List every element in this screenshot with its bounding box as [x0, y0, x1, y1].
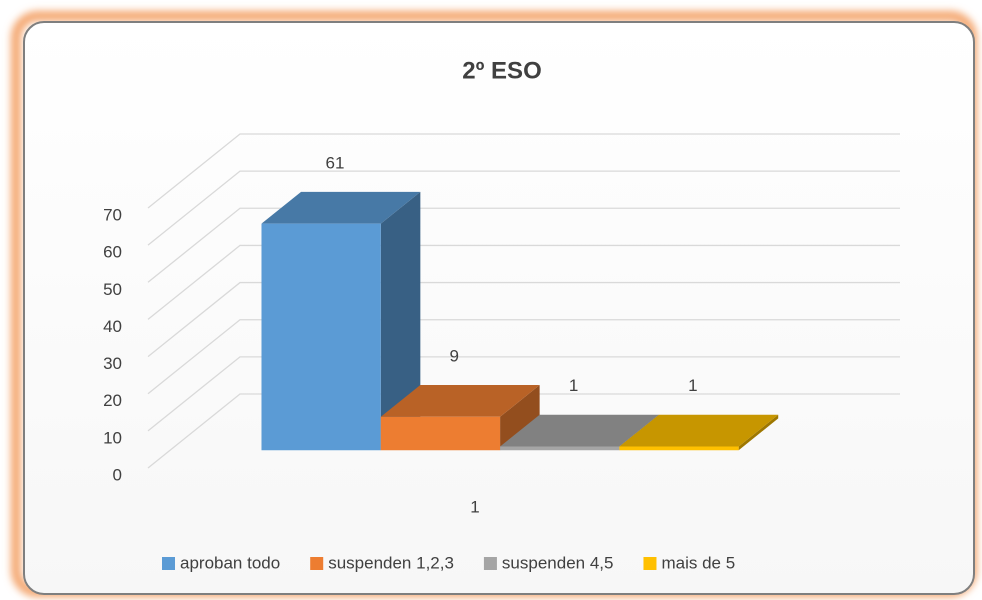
y-tick-label: 20	[103, 391, 122, 410]
grid-line	[147, 281, 900, 358]
legend-label: suspenden 1,2,3	[328, 553, 454, 572]
legend-label: mais de 5	[661, 553, 735, 572]
y-tick-label: 0	[113, 465, 122, 484]
y-tick-label: 10	[103, 428, 122, 447]
grid-line	[147, 244, 900, 320]
grid-line	[147, 319, 900, 395]
grid-line	[147, 170, 900, 246]
y-tick-label: 40	[103, 317, 122, 336]
grid-line	[147, 356, 900, 432]
grid-line	[147, 207, 900, 283]
legend-label: suspenden 4,5	[502, 553, 614, 572]
y-tick-label: 30	[103, 354, 122, 373]
bar-side	[738, 414, 779, 451]
data-label: 1	[569, 376, 578, 395]
bar-front	[380, 416, 501, 451]
bar-front	[261, 223, 381, 451]
data-label: 1	[688, 376, 697, 395]
y-tick-label: 50	[103, 280, 122, 299]
bar	[619, 414, 779, 451]
legend-swatch	[310, 557, 324, 570]
bar-front	[619, 446, 739, 451]
bar-top	[500, 414, 659, 447]
x-tick-label: 1	[470, 497, 479, 516]
bar-top	[619, 414, 779, 447]
bar-side	[500, 384, 540, 451]
data-label: 9	[450, 346, 459, 365]
y-tick-label: 60	[103, 243, 122, 262]
y-tick-label: 70	[103, 205, 122, 224]
legend-swatch	[643, 557, 657, 570]
legend-label: aproban todo	[180, 553, 280, 572]
grid-line	[147, 393, 900, 469]
bar	[261, 191, 421, 451]
bar-top	[261, 191, 421, 224]
frame	[23, 21, 975, 595]
legend-swatch	[483, 557, 497, 570]
chart-title: 2º ESO	[462, 57, 541, 84]
bar	[380, 384, 540, 451]
bar-side	[380, 191, 421, 451]
bar-front	[500, 446, 620, 451]
legend-swatch	[162, 557, 175, 570]
grid-line	[147, 133, 900, 209]
bar-top	[380, 384, 540, 417]
data-label: 61	[326, 153, 345, 172]
